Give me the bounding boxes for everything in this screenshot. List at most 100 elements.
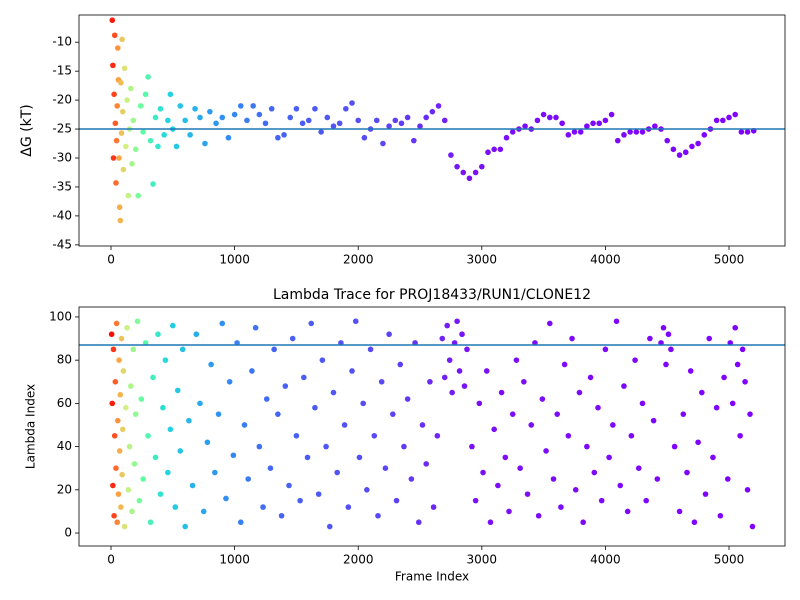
point: [558, 504, 564, 510]
point: [263, 396, 270, 402]
y-tick-label: -25: [52, 122, 72, 136]
point: [219, 114, 226, 121]
point: [157, 491, 164, 497]
point: [732, 111, 738, 118]
point: [404, 396, 411, 402]
point: [155, 331, 161, 338]
point: [497, 146, 504, 153]
point: [439, 335, 446, 342]
point: [441, 117, 448, 124]
point: [577, 129, 584, 135]
y-tick-label: 20: [57, 482, 72, 496]
point: [204, 439, 211, 446]
point: [125, 192, 132, 199]
point: [591, 469, 598, 476]
point: [115, 491, 122, 497]
point: [386, 123, 392, 129]
point: [356, 454, 363, 461]
point: [208, 361, 214, 368]
point: [165, 117, 171, 124]
point: [111, 32, 118, 39]
point: [373, 117, 380, 124]
point: [162, 357, 169, 363]
point: [495, 482, 501, 489]
point: [124, 97, 130, 103]
point: [509, 411, 516, 417]
point: [293, 432, 300, 439]
point: [225, 134, 232, 141]
point: [565, 132, 572, 138]
point: [454, 318, 460, 325]
point: [145, 432, 151, 439]
point: [319, 357, 326, 363]
point: [114, 103, 120, 109]
point: [352, 318, 359, 325]
point: [596, 120, 603, 127]
point: [710, 454, 716, 461]
point: [660, 324, 667, 331]
point: [299, 120, 306, 127]
point: [382, 465, 389, 472]
y-tick-label: 40: [57, 439, 72, 453]
point: [116, 204, 123, 211]
point: [448, 152, 454, 158]
point: [293, 105, 300, 112]
point: [113, 180, 119, 186]
point: [287, 114, 294, 121]
point: [109, 400, 116, 407]
point: [737, 432, 743, 439]
point: [123, 404, 129, 411]
point: [576, 389, 583, 396]
point: [472, 169, 479, 176]
point: [118, 335, 125, 342]
point: [398, 120, 405, 127]
point: [219, 320, 226, 327]
point: [324, 114, 331, 121]
point: [304, 454, 311, 461]
point: [318, 129, 324, 135]
point: [167, 426, 174, 433]
point: [404, 114, 411, 121]
point: [115, 45, 121, 51]
point: [315, 491, 322, 497]
point: [540, 111, 547, 118]
y-tick-label: 80: [57, 353, 72, 367]
point: [627, 129, 633, 135]
x-tick-label: 4000: [590, 553, 621, 567]
point: [152, 114, 159, 121]
point: [343, 105, 349, 112]
point: [237, 519, 244, 526]
point: [349, 100, 355, 106]
point: [215, 411, 222, 417]
point: [155, 143, 161, 150]
point: [386, 331, 392, 338]
point: [689, 143, 695, 150]
point: [713, 404, 720, 411]
point: [429, 108, 436, 115]
x-tick-label: 4000: [590, 253, 621, 267]
point: [111, 91, 117, 98]
point: [121, 523, 128, 530]
point: [187, 132, 193, 138]
point: [652, 123, 658, 129]
point: [212, 469, 218, 476]
point: [390, 411, 396, 417]
x-tick-label: 5000: [714, 553, 745, 567]
point: [367, 346, 374, 353]
point: [699, 389, 705, 396]
point: [454, 163, 460, 170]
point: [275, 134, 281, 141]
point: [334, 469, 340, 476]
point: [117, 391, 124, 398]
point: [131, 461, 138, 467]
point: [135, 192, 142, 199]
point: [621, 383, 627, 389]
point: [200, 508, 207, 515]
point: [587, 374, 594, 381]
x-tick-label: 2000: [343, 253, 374, 267]
point: [670, 146, 677, 153]
point: [571, 129, 578, 135]
point: [479, 163, 485, 170]
point: [117, 217, 124, 224]
point: [446, 357, 453, 363]
